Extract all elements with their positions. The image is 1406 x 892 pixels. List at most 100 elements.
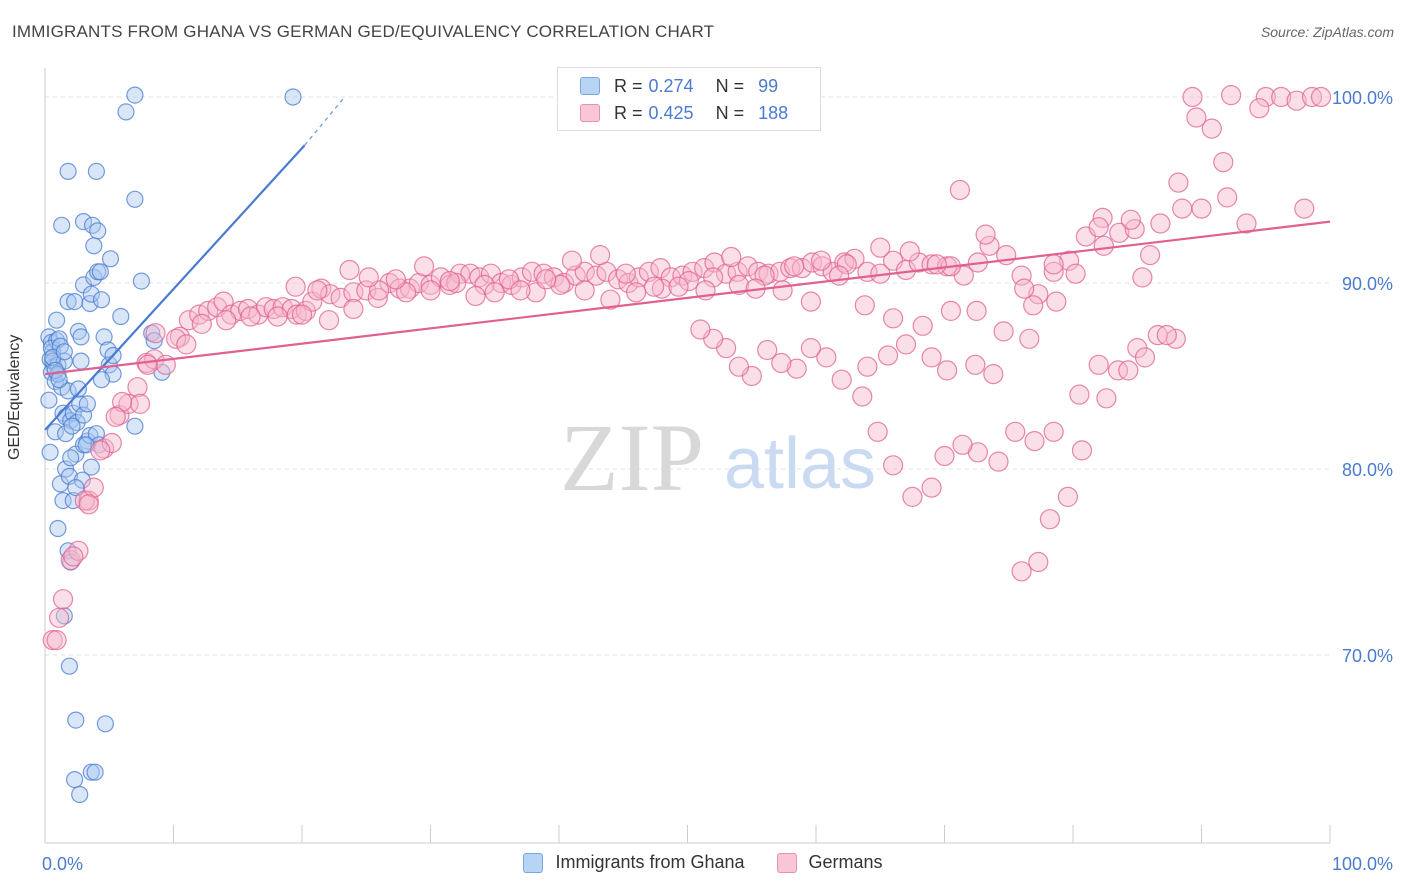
germans-point bbox=[1024, 431, 1045, 452]
germans-point bbox=[343, 298, 364, 320]
ghana-point bbox=[92, 371, 111, 389]
germans-point bbox=[748, 261, 769, 282]
germans-point bbox=[895, 334, 917, 355]
germans-point bbox=[921, 477, 942, 498]
germans-point bbox=[975, 224, 996, 245]
germans-point bbox=[536, 269, 557, 290]
germans-point bbox=[1005, 421, 1026, 442]
germans-point bbox=[484, 282, 505, 303]
germans-point bbox=[728, 274, 750, 295]
germans-point bbox=[877, 345, 899, 366]
germans-point bbox=[1120, 209, 1141, 230]
germans-point bbox=[145, 323, 166, 344]
germans-point bbox=[1182, 86, 1203, 108]
y-tick-label: 80.0% bbox=[1342, 460, 1393, 480]
germans-point bbox=[379, 272, 400, 294]
germans-point bbox=[240, 306, 261, 327]
germans-point bbox=[589, 245, 611, 266]
germans-point bbox=[1220, 84, 1242, 106]
germans-point bbox=[902, 486, 923, 507]
germans-point bbox=[1132, 267, 1153, 288]
germans-point bbox=[130, 393, 151, 414]
germans-point bbox=[952, 434, 973, 455]
legend-swatch-germans bbox=[776, 852, 797, 873]
ghana-point bbox=[91, 263, 109, 281]
ghana-point bbox=[96, 715, 115, 733]
germans-point bbox=[343, 282, 364, 303]
germans-point bbox=[1046, 291, 1067, 312]
ghana-point bbox=[101, 250, 120, 268]
germans-point bbox=[690, 319, 711, 340]
germans-point bbox=[237, 298, 259, 320]
ghana-point bbox=[63, 417, 81, 435]
trend-lines bbox=[44, 98, 1331, 431]
germans-point bbox=[672, 265, 693, 286]
germans-point bbox=[1065, 263, 1086, 284]
germans-point bbox=[966, 300, 987, 321]
ghana-point bbox=[81, 426, 99, 445]
ghana-point bbox=[77, 436, 95, 454]
germans-point bbox=[870, 237, 891, 258]
ghana-point bbox=[64, 492, 82, 510]
germans-point bbox=[1011, 265, 1032, 286]
ghana-point bbox=[82, 285, 100, 303]
germans-point bbox=[48, 607, 70, 628]
germans-point bbox=[857, 356, 878, 377]
germans-point bbox=[668, 276, 689, 297]
ghana-trend-extension bbox=[304, 98, 344, 146]
legend-item-ghana[interactable]: Immigrants from Ghana bbox=[523, 852, 745, 873]
legend-row-germans: R = 0.425 N = 188 bbox=[580, 100, 788, 126]
ghana-point bbox=[59, 382, 77, 400]
germans-point bbox=[1088, 217, 1109, 238]
ghana-point bbox=[82, 763, 100, 781]
ghana-point bbox=[86, 763, 104, 781]
germans-point bbox=[1186, 107, 1207, 128]
axes bbox=[44, 68, 1331, 844]
germans-point bbox=[1255, 86, 1276, 108]
germans-point bbox=[816, 347, 837, 368]
germans-point bbox=[882, 455, 904, 476]
germans-point bbox=[1028, 551, 1049, 573]
germans-point bbox=[320, 284, 341, 305]
germans-point bbox=[854, 295, 875, 316]
germans-point bbox=[83, 477, 104, 498]
germans-point bbox=[786, 358, 807, 379]
ghana-point bbox=[85, 237, 103, 255]
germans-point bbox=[1236, 213, 1257, 234]
germans-point bbox=[1093, 235, 1114, 256]
ghana-point bbox=[41, 443, 59, 461]
germans-point bbox=[465, 285, 486, 307]
germans-point bbox=[1134, 347, 1156, 368]
legend-item-germans[interactable]: Germans bbox=[776, 852, 883, 873]
ghana-point bbox=[74, 406, 93, 424]
tick-labels: 70.0% 80.0% 90.0% 100.0% 0.0% 100.0% bbox=[42, 88, 1393, 874]
germans-point bbox=[983, 364, 1004, 385]
germans-point bbox=[285, 276, 306, 297]
germans-point bbox=[728, 356, 750, 377]
germans-point bbox=[1168, 172, 1189, 193]
germans-point bbox=[882, 308, 904, 329]
germans-point bbox=[574, 280, 595, 301]
germans-point bbox=[965, 354, 986, 375]
legend-n-label: N = bbox=[715, 102, 745, 123]
germans-point bbox=[420, 280, 441, 301]
germans-point bbox=[439, 271, 460, 292]
germans-point bbox=[625, 282, 647, 303]
ghana-point bbox=[126, 86, 144, 104]
germans-point bbox=[1011, 561, 1032, 582]
ghana-trend-line bbox=[44, 144, 306, 431]
germans-point bbox=[638, 261, 660, 282]
legend-swatch-ghana bbox=[580, 77, 600, 95]
germans-point bbox=[1294, 198, 1315, 219]
germans-point bbox=[1201, 118, 1222, 139]
y-tick-label: 100.0% bbox=[1332, 88, 1393, 108]
germans-point bbox=[90, 440, 111, 461]
germans-point bbox=[934, 445, 955, 467]
y-axis-label: GED/Equivalency bbox=[6, 334, 23, 460]
ghana-point bbox=[82, 458, 100, 476]
germans-point bbox=[852, 386, 873, 407]
germans-point bbox=[757, 339, 778, 361]
germans-trend-line bbox=[44, 220, 1331, 376]
germans-point bbox=[831, 369, 852, 390]
germans-point bbox=[561, 250, 583, 271]
